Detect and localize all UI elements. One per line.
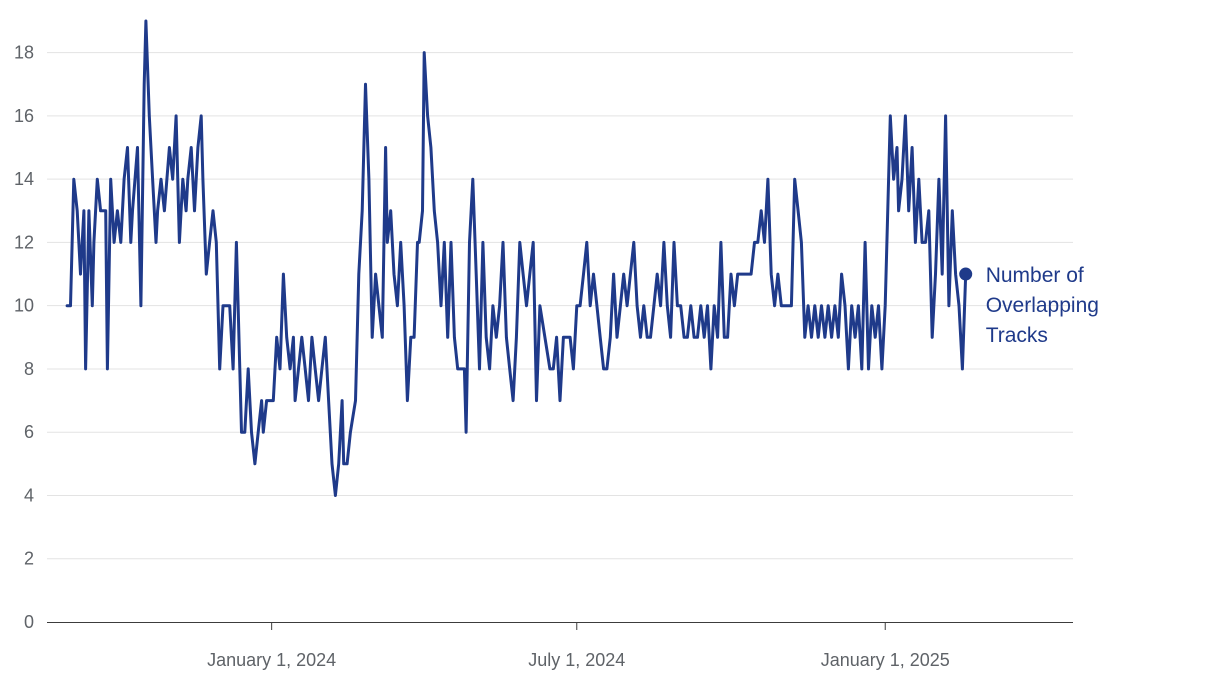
legend-label-line: Tracks — [986, 324, 1048, 347]
y-axis-ticks: 0 2 4 6 8 10 12 14 16 18 — [14, 43, 34, 632]
y-tick-label: 10 — [14, 296, 34, 316]
y-tick-label: 18 — [14, 43, 34, 63]
x-tick-label: July 1, 2024 — [528, 650, 625, 670]
y-tick-label: 0 — [24, 612, 34, 632]
y-tick-label: 14 — [14, 169, 34, 189]
y-tick-label: 2 — [24, 549, 34, 569]
x-tick-label: January 1, 2025 — [821, 650, 950, 670]
y-tick-label: 12 — [14, 232, 34, 252]
y-tick-label: 8 — [24, 359, 34, 379]
y-tick-label: 16 — [14, 106, 34, 126]
legend-label-line: Overlapping — [986, 294, 1099, 317]
legend-label-line: Number of — [986, 264, 1084, 287]
x-tick-label: January 1, 2024 — [207, 650, 336, 670]
series-lines — [65, 19, 968, 497]
series-line — [65, 19, 968, 497]
x-axis: January 1, 2024 July 1, 2024 January 1, 20… — [47, 622, 1073, 670]
y-tick-label: 6 — [24, 422, 34, 442]
y-tick-label: 4 — [24, 485, 34, 505]
end-of-line-legend: Number of Overlapping Tracks — [959, 264, 1099, 347]
legend-marker — [959, 267, 973, 281]
